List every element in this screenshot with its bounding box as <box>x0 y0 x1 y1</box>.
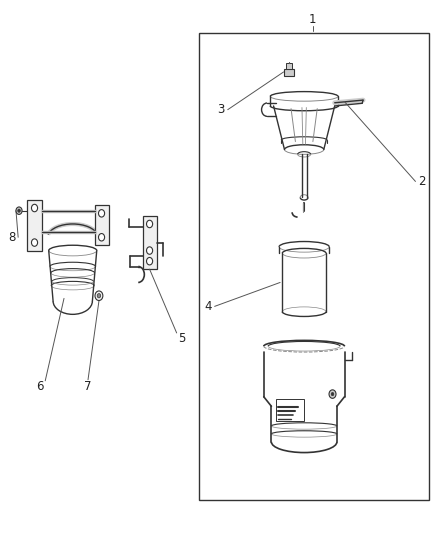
Circle shape <box>99 209 105 217</box>
Circle shape <box>99 233 105 241</box>
Circle shape <box>97 294 101 298</box>
Text: 4: 4 <box>205 300 212 313</box>
Text: 1: 1 <box>309 13 317 26</box>
Circle shape <box>18 209 20 212</box>
Circle shape <box>147 257 152 265</box>
Text: 8: 8 <box>8 231 15 244</box>
Bar <box>199 33 428 500</box>
Text: 2: 2 <box>418 175 426 188</box>
Circle shape <box>147 247 152 254</box>
Circle shape <box>32 239 38 246</box>
Text: 5: 5 <box>178 332 186 345</box>
Bar <box>284 69 294 76</box>
Text: 3: 3 <box>218 103 225 116</box>
Circle shape <box>331 392 334 395</box>
Bar <box>27 200 42 251</box>
Bar <box>286 63 292 69</box>
Text: 7: 7 <box>84 379 92 393</box>
Circle shape <box>16 207 22 214</box>
Bar <box>95 205 109 245</box>
Circle shape <box>32 204 38 212</box>
Circle shape <box>329 390 336 398</box>
Text: 6: 6 <box>36 379 44 393</box>
Bar <box>143 216 156 269</box>
Circle shape <box>95 291 103 301</box>
Bar <box>276 399 304 421</box>
Circle shape <box>147 220 152 228</box>
